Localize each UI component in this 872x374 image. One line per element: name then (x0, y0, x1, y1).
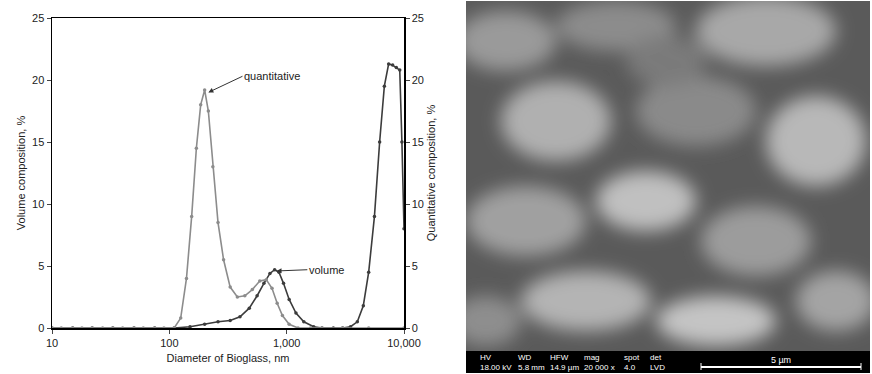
svg-text:det: det (650, 353, 662, 362)
svg-text:20: 20 (32, 74, 44, 86)
svg-text:Quantitative composition, %: Quantitative composition, % (425, 105, 437, 242)
svg-text:18.00 kV: 18.00 kV (480, 363, 512, 372)
svg-text:20: 20 (412, 74, 424, 86)
svg-text:HFW: HFW (550, 353, 569, 362)
svg-text:4.0: 4.0 (624, 363, 636, 372)
svg-text:WD: WD (518, 353, 532, 362)
svg-text:25: 25 (32, 12, 44, 24)
svg-text:HV: HV (480, 353, 492, 362)
svg-text:Volume composition, %: Volume composition, % (15, 116, 27, 231)
svg-text:mag: mag (584, 353, 600, 362)
svg-text:10: 10 (32, 198, 44, 210)
svg-text:volume: volume (309, 264, 344, 276)
svg-text:5: 5 (412, 260, 418, 272)
svg-text:10,000: 10,000 (387, 337, 421, 349)
svg-text:LVD: LVD (650, 363, 665, 372)
svg-text:0: 0 (38, 322, 44, 334)
svg-text:Diameter of Bioglass, nm: Diameter of Bioglass, nm (167, 352, 290, 364)
svg-text:14.9 µm: 14.9 µm (550, 363, 579, 372)
svg-text:100: 100 (160, 337, 178, 349)
svg-text:spot: spot (624, 353, 640, 362)
svg-text:quantitative: quantitative (244, 70, 300, 82)
svg-text:15: 15 (412, 136, 424, 148)
svg-text:5.8 mm: 5.8 mm (518, 363, 545, 372)
svg-text:10: 10 (46, 337, 58, 349)
svg-text:10: 10 (412, 198, 424, 210)
svg-text:25: 25 (412, 12, 424, 24)
svg-text:20 000 x: 20 000 x (584, 363, 615, 372)
svg-text:15: 15 (32, 136, 44, 148)
svg-text:0: 0 (412, 322, 418, 334)
svg-text:5 µm: 5 µm (771, 355, 791, 365)
svg-text:5: 5 (38, 260, 44, 272)
svg-text:1,000: 1,000 (273, 337, 301, 349)
